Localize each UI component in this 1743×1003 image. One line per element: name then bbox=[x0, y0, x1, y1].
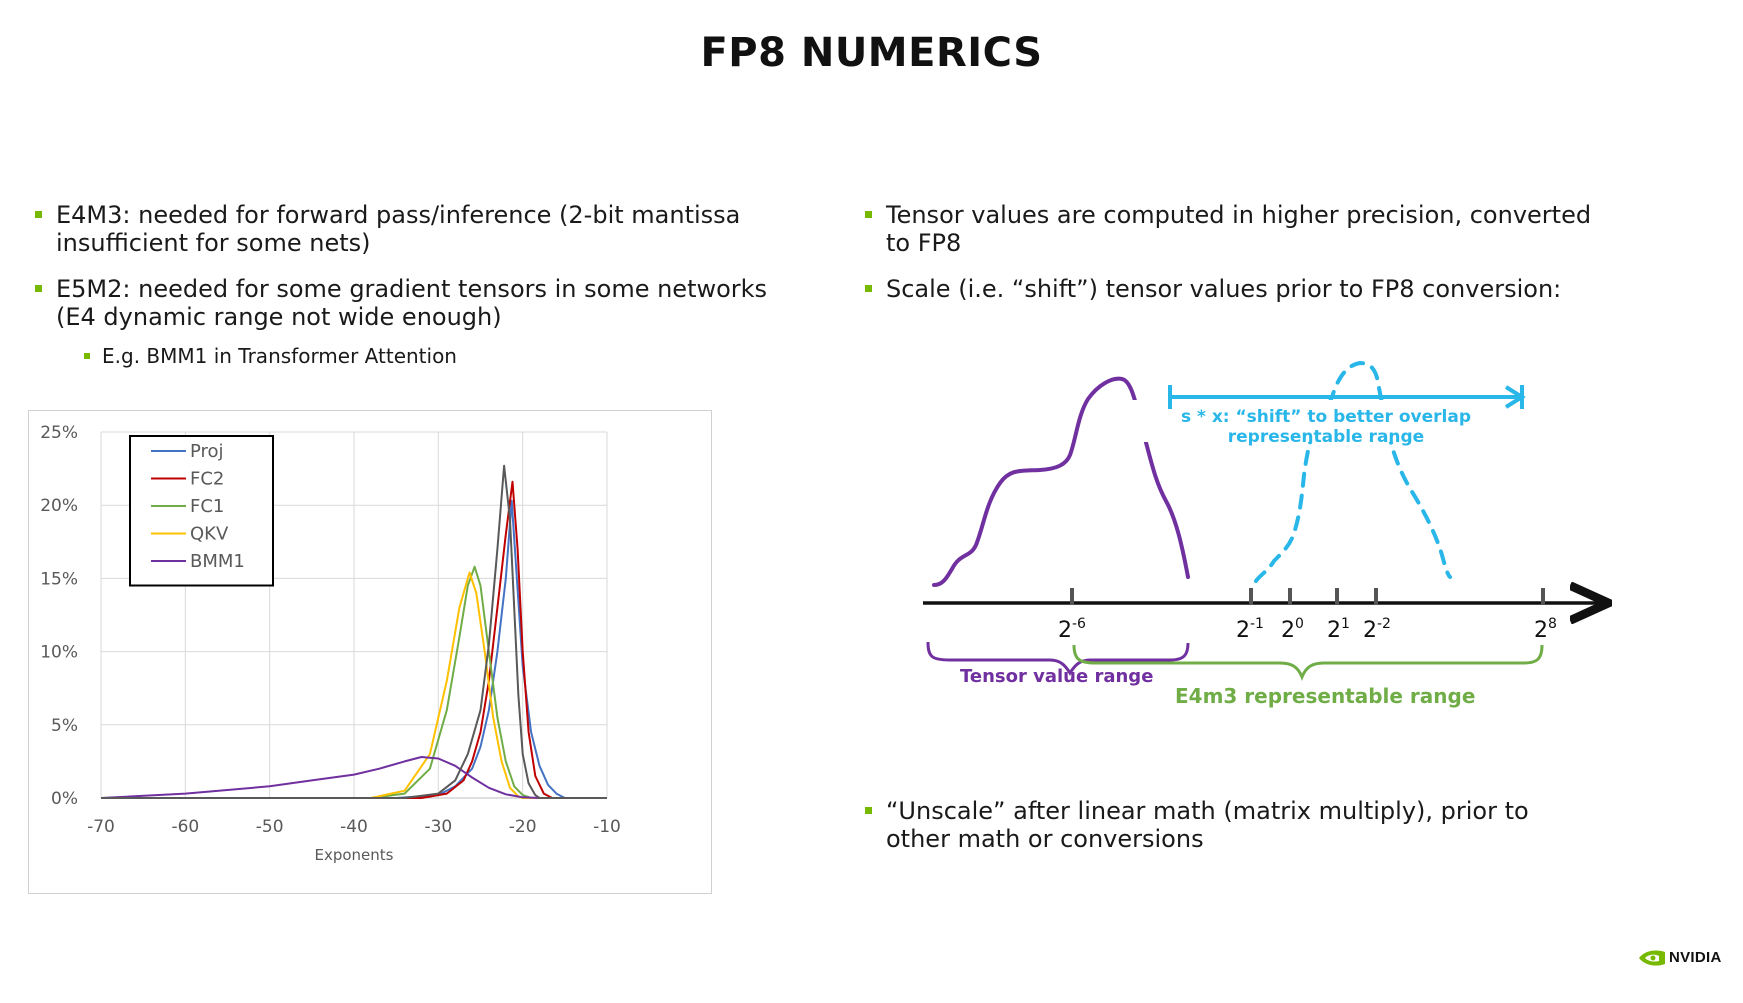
bullet-item: Tensor values are computed in higher pre… bbox=[862, 201, 1602, 257]
scaling-diagram: 2-6 2-1 20 21 2-2 28 s * x: “shift” to b… bbox=[860, 355, 1620, 725]
nvidia-logo-text: NVIDIA bbox=[1669, 949, 1722, 966]
tensor-range-label: Tensor value range bbox=[960, 666, 1153, 687]
bullet-item: Scale (i.e. “shift”) tensor values prior… bbox=[862, 275, 1602, 303]
series-line bbox=[101, 464, 607, 799]
bullet-text: Tensor values are computed in higher pre… bbox=[886, 201, 1592, 257]
x-tick-label: -30 bbox=[424, 817, 452, 837]
tick-label-2-8: 28 bbox=[1534, 616, 1557, 643]
shifted-distribution-curve bbox=[1254, 360, 1452, 583]
shift-label-line2: representable range bbox=[1228, 427, 1424, 447]
x-tick-label: -50 bbox=[256, 817, 284, 837]
bullet-marker bbox=[84, 353, 90, 359]
bullet-item: E5M2: needed for some gradient tensors i… bbox=[32, 275, 802, 331]
bullet-marker bbox=[35, 211, 42, 218]
sub-bullet-text: E.g. BMM1 in Transformer Attention bbox=[102, 344, 457, 368]
bullet-text: “Unscale” after linear math (matrix mult… bbox=[886, 797, 1529, 853]
bullet-text: E5M2: needed for some gradient tensors i… bbox=[56, 275, 768, 331]
series-line-qkv bbox=[101, 571, 607, 799]
series-line-fc1 bbox=[101, 565, 607, 799]
series-line-bmm1 bbox=[100, 756, 607, 799]
right-bullet-list: Tensor values are computed in higher pre… bbox=[862, 201, 1602, 321]
bullet-item: “Unscale” after linear math (matrix mult… bbox=[862, 797, 1562, 853]
nvidia-logo: NVIDIA bbox=[1637, 946, 1737, 970]
tensor-distribution-curve bbox=[932, 376, 1190, 587]
y-tick-label: 25% bbox=[40, 423, 78, 443]
bullet-marker bbox=[865, 285, 872, 292]
bullet-text: Scale (i.e. “shift”) tensor values prior… bbox=[886, 275, 1562, 303]
bullet-marker bbox=[865, 211, 872, 218]
series-line-proj bbox=[101, 499, 607, 799]
series-line-fc2 bbox=[101, 480, 607, 799]
x-tick-label: -10 bbox=[593, 817, 621, 837]
y-tick-label: 0% bbox=[51, 789, 78, 809]
diagram-svg: 2-6 2-1 20 21 2-2 28 s * x: “shift” to b… bbox=[923, 360, 1620, 708]
x-tick-label: -40 bbox=[340, 817, 368, 837]
tick-label-2-neg6: 2-6 bbox=[1058, 616, 1086, 643]
y-tick-label: 20% bbox=[40, 496, 78, 516]
e4m3-range-label: E4m3 representable range bbox=[1175, 684, 1475, 708]
x-tick-label: -60 bbox=[171, 817, 199, 837]
tick-label-2-neg1: 2-1 bbox=[1236, 616, 1264, 643]
page-title: FP8 NUMERICS bbox=[700, 30, 1043, 76]
right-bottom-bullet-list: “Unscale” after linear math (matrix mult… bbox=[862, 797, 1562, 871]
shift-label-backdrop bbox=[1128, 400, 1440, 442]
tick-label-2-neg2: 2-2 bbox=[1363, 616, 1391, 643]
legend-label: QKV bbox=[190, 524, 229, 545]
sub-bullet-item: E.g. BMM1 in Transformer Attention bbox=[32, 343, 802, 369]
y-tick-label: 15% bbox=[40, 569, 78, 589]
y-tick-label: 10% bbox=[40, 643, 78, 663]
x-tick-label: -20 bbox=[509, 817, 537, 837]
x-axis-title: Exponents bbox=[315, 846, 394, 864]
y-tick-label: 5% bbox=[51, 716, 78, 736]
x-tick-label: -70 bbox=[87, 817, 115, 837]
legend-label: BMM1 bbox=[190, 551, 245, 572]
legend-label: Proj bbox=[190, 441, 224, 462]
bullet-text: E4M3: needed for forward pass/inference … bbox=[56, 201, 741, 257]
left-bullet-list: E4M3: needed for forward pass/inference … bbox=[32, 201, 802, 387]
nvidia-eye-icon bbox=[1639, 950, 1665, 966]
tick-label-2-0: 20 bbox=[1281, 616, 1304, 643]
legend-label: FC1 bbox=[190, 496, 224, 517]
chart-svg: 0% 5% 10% 15% 20% 25% -70 -60 -50 -40 -30 -20 -10 Exp… bbox=[40, 423, 621, 864]
bullet-marker bbox=[35, 285, 42, 292]
tick-label-2-1: 21 bbox=[1327, 616, 1350, 643]
bullet-item: E4M3: needed for forward pass/inference … bbox=[32, 201, 802, 257]
shift-label-line1: s * x: “shift” to better overlap bbox=[1181, 407, 1471, 427]
legend-label: FC2 bbox=[190, 469, 224, 490]
exponent-distribution-chart: 0% 5% 10% 15% 20% 25% -70 -60 -50 -40 -30 -20 -10 Exp… bbox=[28, 410, 712, 894]
bullet-marker bbox=[865, 807, 872, 814]
tensor-range-brace bbox=[926, 641, 1190, 676]
e4m3-range-brace bbox=[1072, 644, 1544, 682]
